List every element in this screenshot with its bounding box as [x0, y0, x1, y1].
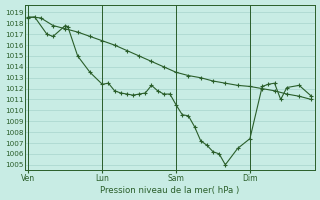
X-axis label: Pression niveau de la mer( hPa ): Pression niveau de la mer( hPa ) — [100, 186, 240, 195]
